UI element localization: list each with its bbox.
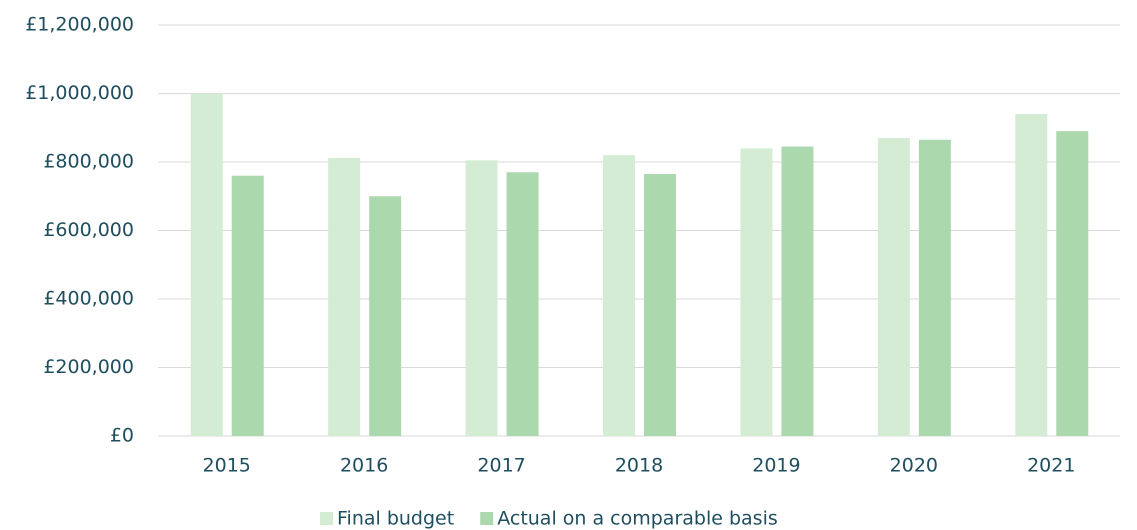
legend-label: Actual on a comparable basis [497,508,778,530]
x-tick-label: 2015 [203,455,251,477]
y-tick-label: £1,000,000 [25,82,134,104]
x-tick-label: 2018 [615,455,663,477]
y-tick-label: £600,000 [43,219,134,241]
bar [506,172,539,436]
bar [231,175,264,436]
x-tick-label: 2021 [1027,455,1075,477]
bar [328,157,361,436]
y-tick-label: £0 [110,425,134,447]
x-tick-label: 2019 [752,455,800,477]
bar [877,138,910,436]
legend-label: Final budget [337,508,454,530]
bar [1056,131,1089,437]
y-tick-label: £800,000 [43,151,134,173]
bar [781,146,814,436]
bar [465,160,498,436]
bar [740,148,773,437]
bar [369,196,402,436]
bar [1015,114,1048,437]
y-tick-label: £1,200,000 [25,14,134,36]
bar [603,155,635,436]
x-tick-label: 2017 [477,455,525,477]
bar [918,139,951,437]
bar [190,93,223,436]
legend-swatch [480,512,494,525]
x-tick-label: 2016 [340,455,388,477]
y-tick-label: £200,000 [43,356,134,378]
legend-swatch [320,512,333,525]
x-tick-label: 2020 [890,455,938,477]
bar [644,173,676,437]
y-tick-label: £400,000 [43,288,134,310]
